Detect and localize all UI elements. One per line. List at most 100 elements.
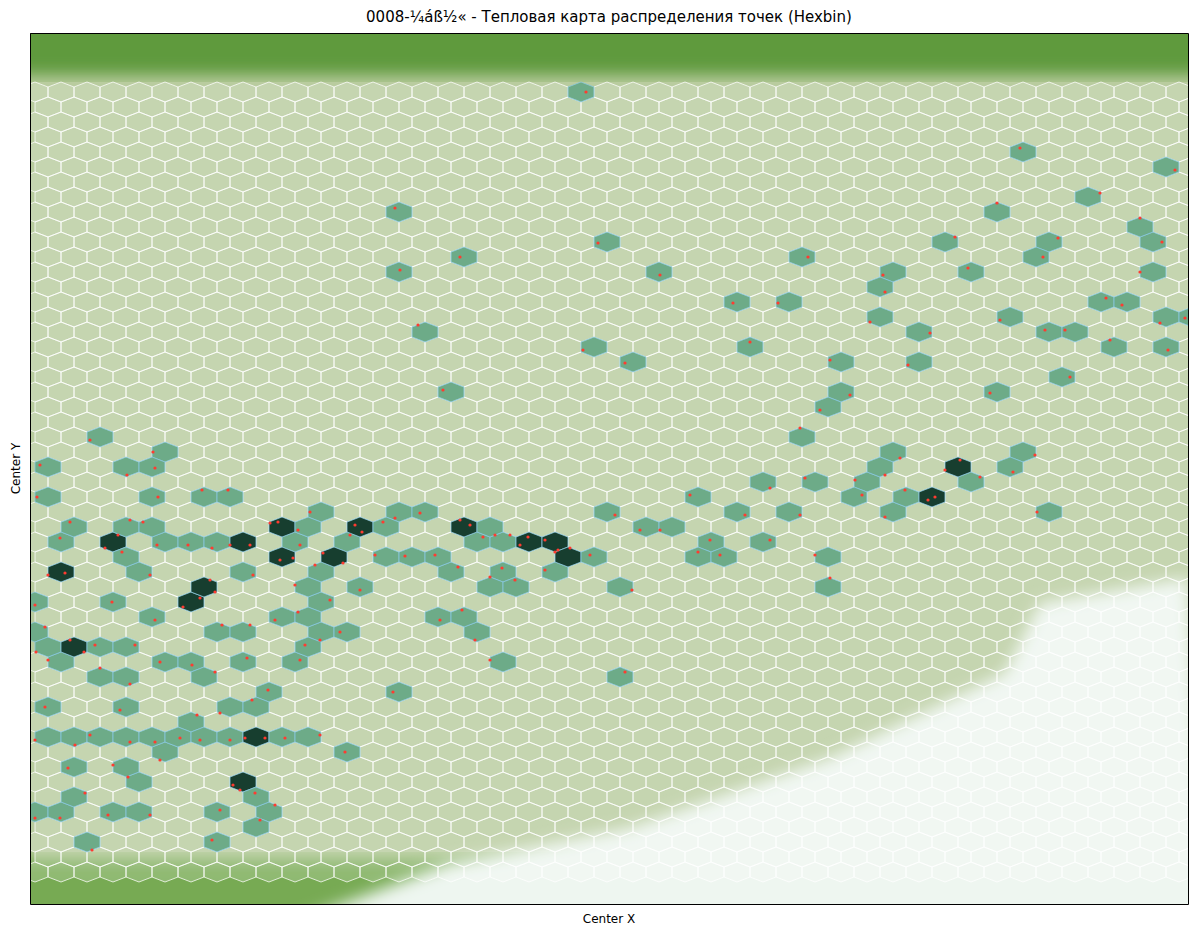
hex-empty bbox=[217, 247, 243, 267]
hex-empty bbox=[893, 127, 919, 147]
hex-empty bbox=[607, 127, 633, 147]
hex-empty bbox=[191, 307, 217, 327]
hex-empty bbox=[971, 547, 997, 567]
hex-empty bbox=[243, 397, 269, 417]
hex-empty bbox=[555, 277, 581, 297]
hex-empty bbox=[555, 787, 581, 807]
hex-empty bbox=[269, 307, 295, 327]
hex-empty bbox=[659, 547, 685, 567]
hex-empty bbox=[607, 547, 633, 567]
hex-empty bbox=[113, 487, 139, 507]
hex-empty bbox=[529, 397, 555, 417]
hex-empty bbox=[555, 847, 581, 867]
hex-empty bbox=[971, 577, 997, 597]
hex-empty bbox=[113, 217, 139, 237]
hex-empty bbox=[737, 217, 763, 237]
hex-empty bbox=[555, 727, 581, 747]
hex-empty bbox=[815, 757, 841, 777]
hex-grid bbox=[30, 82, 1188, 882]
hex-empty bbox=[295, 817, 321, 837]
hex-empty bbox=[269, 127, 295, 147]
hex-empty bbox=[35, 367, 61, 387]
hex-empty bbox=[191, 187, 217, 207]
hex-empty bbox=[919, 727, 945, 747]
hex-empty bbox=[971, 607, 997, 627]
hex-empty bbox=[477, 427, 503, 447]
hex-empty bbox=[347, 157, 373, 177]
hex-empty bbox=[815, 727, 841, 747]
hex-empty bbox=[529, 847, 555, 867]
hex-empty bbox=[451, 307, 477, 327]
hex-empty bbox=[295, 757, 321, 777]
hex-empty bbox=[815, 817, 841, 837]
hex-empty bbox=[789, 157, 815, 177]
hex-empty bbox=[217, 157, 243, 177]
hex-empty bbox=[763, 247, 789, 267]
hex-empty bbox=[841, 607, 867, 627]
hex-empty bbox=[633, 487, 659, 507]
hex-empty bbox=[711, 127, 737, 147]
hex-empty bbox=[841, 817, 867, 837]
hex-empty bbox=[529, 307, 555, 327]
hex-empty bbox=[35, 397, 61, 417]
hex-empty bbox=[971, 517, 997, 537]
hex-empty bbox=[607, 697, 633, 717]
hex-empty bbox=[347, 367, 373, 387]
hex-empty bbox=[165, 787, 191, 807]
hex-empty bbox=[477, 217, 503, 237]
hex-empty bbox=[633, 547, 659, 567]
hex-empty bbox=[425, 697, 451, 717]
hex-empty bbox=[789, 127, 815, 147]
hex-empty bbox=[87, 487, 113, 507]
hex-empty bbox=[347, 397, 373, 417]
hex-empty bbox=[841, 427, 867, 447]
hex-empty bbox=[971, 157, 997, 177]
hex-empty bbox=[555, 427, 581, 447]
hex-empty bbox=[191, 157, 217, 177]
hex-empty bbox=[893, 697, 919, 717]
hex-empty bbox=[529, 187, 555, 207]
hex-empty bbox=[425, 727, 451, 747]
hex-empty bbox=[581, 397, 607, 417]
hex-empty bbox=[659, 727, 685, 747]
hex-empty bbox=[737, 787, 763, 807]
hex-empty bbox=[87, 157, 113, 177]
hex-empty bbox=[139, 337, 165, 357]
hex-empty bbox=[607, 187, 633, 207]
hex-empty bbox=[35, 307, 61, 327]
hex-empty bbox=[763, 157, 789, 177]
hex-empty bbox=[503, 217, 529, 237]
hex-empty bbox=[503, 187, 529, 207]
hex-empty bbox=[659, 667, 685, 687]
hex-empty bbox=[35, 427, 61, 447]
hex-empty bbox=[87, 127, 113, 147]
hex-empty bbox=[347, 817, 373, 837]
hex-empty bbox=[763, 667, 789, 687]
hex-empty bbox=[607, 97, 633, 117]
hex-empty bbox=[685, 577, 711, 597]
hex-empty bbox=[217, 337, 243, 357]
hex-empty bbox=[711, 847, 737, 867]
hex-empty bbox=[529, 727, 555, 747]
hex-empty bbox=[373, 817, 399, 837]
hex-empty bbox=[321, 667, 347, 687]
hex-empty bbox=[633, 577, 659, 597]
hex-empty bbox=[685, 157, 711, 177]
hex-empty bbox=[243, 157, 269, 177]
hex-empty bbox=[529, 337, 555, 357]
hex-empty bbox=[347, 697, 373, 717]
hex-empty bbox=[35, 157, 61, 177]
hex-empty bbox=[217, 217, 243, 237]
hex-empty bbox=[737, 847, 763, 867]
hex-empty bbox=[581, 127, 607, 147]
hex-empty bbox=[425, 637, 451, 657]
hex-empty bbox=[789, 757, 815, 777]
hex-empty bbox=[815, 187, 841, 207]
hex-empty bbox=[893, 727, 919, 747]
hex-empty bbox=[581, 457, 607, 477]
hex-empty bbox=[815, 247, 841, 267]
hex-empty bbox=[841, 307, 867, 327]
hex-empty bbox=[711, 637, 737, 657]
hex-empty bbox=[373, 97, 399, 117]
hex-empty bbox=[269, 427, 295, 447]
